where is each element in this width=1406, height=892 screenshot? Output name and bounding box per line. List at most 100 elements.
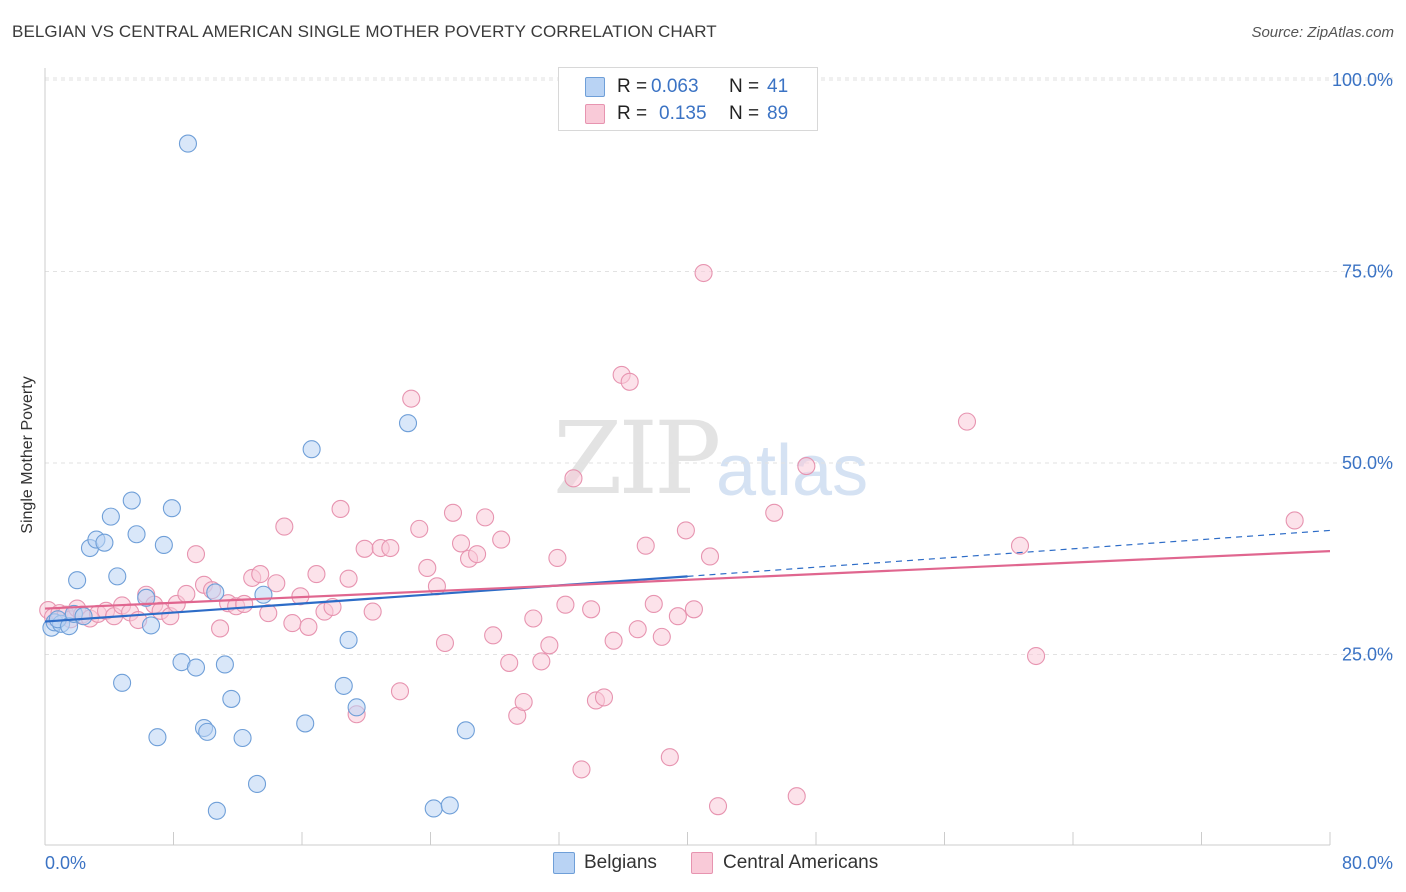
r-label: R =: [617, 103, 648, 124]
central-american-point: [275, 517, 294, 536]
central-american-point: [620, 372, 639, 391]
central-american-point: [267, 574, 286, 593]
central-american-point: [1285, 511, 1304, 530]
central-american-point: [524, 609, 543, 628]
series-legend: Belgians Central Americans: [0, 852, 1406, 878]
central-american-point: [381, 538, 400, 558]
chart-title: BELGIAN VS CENTRAL AMERICAN SINGLE MOTHE…: [12, 22, 717, 41]
belgian-point: [178, 134, 198, 153]
watermark-atlas: atlas: [716, 431, 869, 511]
central-american-point: [652, 627, 671, 646]
belgian-point: [186, 658, 206, 677]
central-american-point: [540, 636, 559, 655]
central-american-point: [451, 534, 471, 553]
central-americans-swatch: [585, 104, 605, 124]
central-american-point: [548, 548, 567, 568]
central-american-point: [492, 530, 511, 549]
belgian-point: [222, 689, 241, 708]
central-american-point: [572, 760, 591, 779]
central-american-point: [628, 620, 647, 639]
central-american-point: [660, 748, 679, 767]
belgian-point: [68, 571, 87, 590]
central-american-point: [684, 600, 703, 619]
belgians-swatch: [585, 77, 605, 97]
belgian-point: [334, 676, 353, 695]
belgian-point: [339, 630, 358, 649]
belgian-point: [233, 728, 252, 748]
central-american-point: [564, 469, 583, 488]
belgian-point: [108, 567, 127, 586]
belgian-point: [113, 673, 132, 692]
central-american-point: [307, 565, 326, 584]
central-american-point: [476, 508, 495, 527]
central-american-point: [355, 539, 374, 558]
central-american-point: [402, 389, 421, 408]
central-american-point: [787, 787, 806, 806]
central-americans-legend-swatch: [691, 852, 713, 874]
central-american-point: [251, 565, 270, 584]
y-axis-label: Single Mother Poverty: [19, 376, 36, 534]
central-american-point: [644, 594, 663, 613]
r-value: 0.135: [659, 103, 707, 124]
central-american-point: [676, 521, 695, 540]
central-american-point: [514, 692, 533, 712]
belgian-point: [456, 721, 475, 740]
belgian-point: [206, 583, 225, 602]
legend-belgians: Belgians: [584, 852, 657, 873]
belgian-point: [296, 714, 315, 733]
central-american-point: [435, 633, 455, 653]
belgians-trend-extension: [687, 529, 1331, 577]
central-americans-trend-line: [44, 549, 1331, 610]
belgian-point: [122, 491, 141, 510]
belgian-point: [198, 722, 217, 741]
central-american-point: [235, 594, 254, 613]
central-american-point: [500, 653, 519, 672]
belgian-point: [154, 535, 173, 555]
belgian-point: [207, 801, 226, 820]
y-tick-label: 100.0%: [1332, 70, 1393, 90]
source-note: Source: ZipAtlas.com: [1251, 24, 1394, 41]
belgian-point: [440, 796, 459, 815]
central-american-point: [668, 607, 687, 626]
x-tick-label: 80.0%: [1342, 853, 1393, 873]
r-label: R =: [617, 76, 648, 97]
belgian-point: [74, 607, 93, 626]
central-american-point: [410, 519, 429, 538]
belgian-point: [95, 533, 114, 552]
belgian-point: [127, 525, 146, 544]
central-american-point: [299, 617, 318, 636]
belgian-point: [424, 799, 443, 818]
legend-central-americans: Central Americans: [723, 852, 879, 873]
belgian-point: [162, 499, 181, 518]
central-american-point: [259, 604, 278, 623]
central-american-point: [484, 626, 503, 645]
watermark-zip: ZIP: [553, 400, 721, 517]
central-american-point: [1010, 536, 1030, 555]
y-tick-label: 75.0%: [1342, 262, 1393, 282]
y-tick-label: 25.0%: [1342, 645, 1393, 665]
belgian-point: [148, 728, 167, 747]
belgian-point: [254, 585, 273, 604]
central-american-point: [957, 412, 977, 431]
central-american-point: [339, 569, 358, 588]
central-american-point: [283, 614, 302, 633]
central-american-point: [331, 499, 350, 519]
central-american-point: [468, 545, 487, 564]
central-american-point: [532, 652, 551, 671]
central-american-point: [390, 682, 410, 701]
belgian-point: [137, 588, 156, 607]
central-american-point: [556, 595, 575, 614]
central-american-point: [582, 600, 601, 619]
belgian-point: [302, 440, 321, 459]
central-american-point: [765, 503, 784, 522]
belgian-point: [347, 698, 366, 717]
central-american-point: [604, 631, 623, 650]
central-american-point: [186, 545, 206, 564]
n-value: 41: [767, 76, 789, 97]
central-american-point: [636, 536, 655, 555]
x-tick-label: 0.0%: [45, 853, 86, 873]
correlation-legend: R = 0.063 N = 41 R = 0.135 N = 89: [558, 67, 818, 131]
central-american-point: [708, 797, 728, 816]
central-american-point: [177, 584, 196, 604]
